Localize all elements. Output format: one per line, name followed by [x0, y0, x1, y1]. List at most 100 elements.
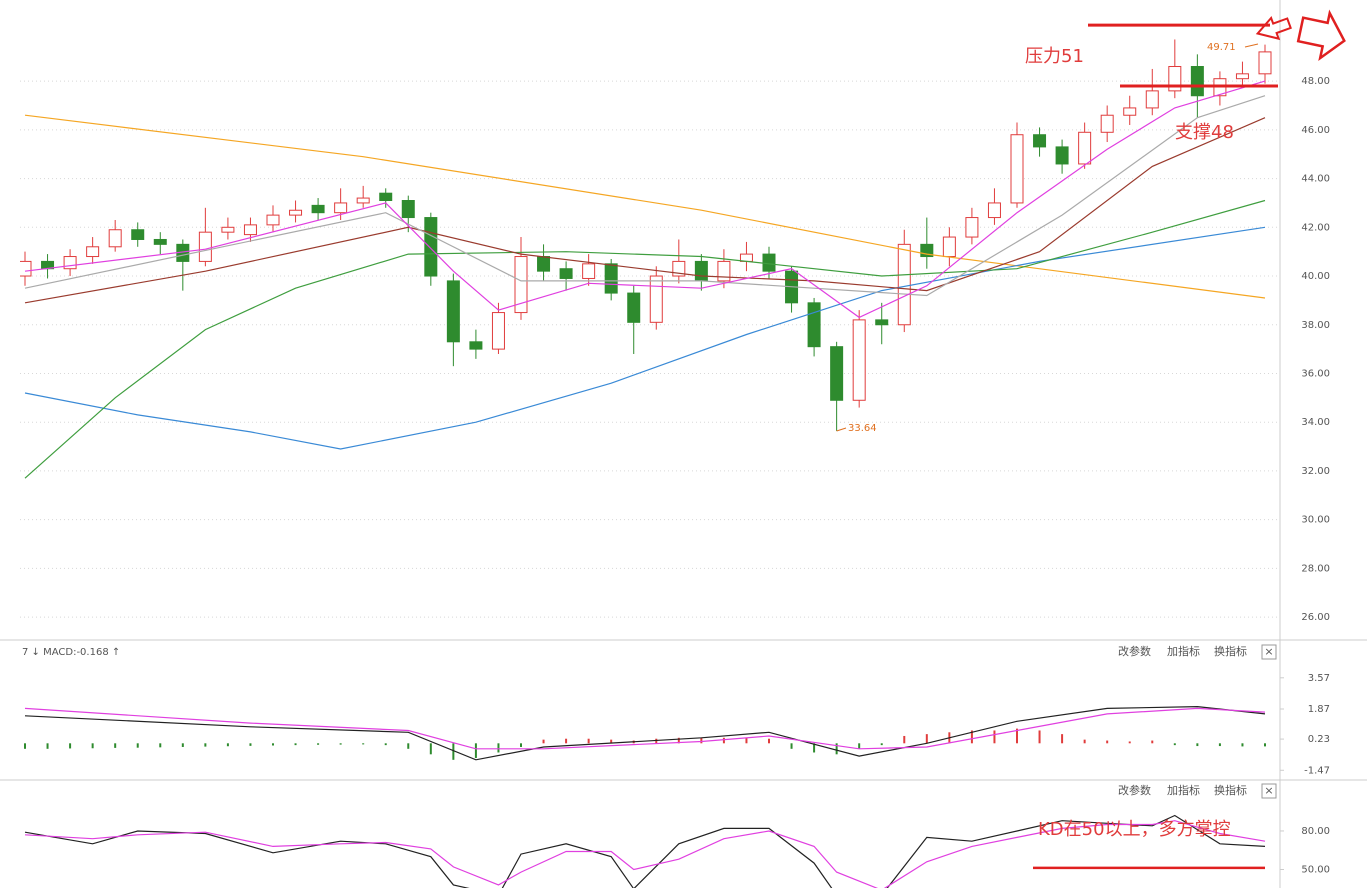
candle-body	[334, 202, 348, 214]
y-tick-label: 36.00	[1301, 368, 1330, 379]
candle-body	[491, 312, 505, 350]
pointer	[1244, 43, 1259, 48]
indicator-line	[24, 199, 1266, 479]
y-tick-label: 3.57	[1308, 673, 1330, 684]
candle-body	[537, 256, 551, 272]
candle-body	[20, 260, 32, 277]
candle-body	[942, 236, 956, 258]
indicator-line	[24, 114, 1266, 299]
candle-body	[424, 217, 438, 277]
annotation: KD在50以上，多方掌控	[1038, 819, 1231, 840]
y-tick-label: 48.00	[1301, 76, 1330, 87]
panel-button[interactable]: ×	[1264, 784, 1273, 797]
macd-title: 7 ↓ MACD:-0.168 ↑	[22, 647, 120, 658]
candle-body	[1235, 73, 1249, 80]
candle-body	[1100, 114, 1114, 133]
candle-body	[694, 260, 708, 282]
y-tick-label: 34.00	[1301, 417, 1330, 428]
candle-body	[627, 292, 641, 323]
y-tick-label: 44.00	[1301, 174, 1330, 185]
panel-button[interactable]: 加指标	[1167, 644, 1200, 658]
y-tick-label: 38.00	[1301, 320, 1330, 331]
candle-body	[875, 319, 889, 326]
pointer	[836, 427, 847, 432]
annotation: 49.71	[1207, 42, 1236, 53]
close-button-frame	[1261, 783, 1277, 799]
arrow-icon	[1255, 16, 1292, 41]
candle-body	[987, 202, 1001, 219]
candle-body	[1010, 134, 1024, 204]
plot-area	[24, 705, 1266, 761]
candle-body	[762, 253, 776, 272]
indicator-line	[24, 80, 1266, 319]
panel-button[interactable]: ×	[1264, 645, 1273, 658]
plot-area	[20, 39, 1272, 479]
candle-body	[965, 217, 979, 238]
candle-body	[311, 204, 325, 214]
annotation: 支撑48	[1175, 122, 1234, 143]
candle-body	[807, 302, 821, 348]
candle-body	[897, 243, 911, 326]
indicator-line	[24, 705, 1266, 761]
panel-button[interactable]: 换指标	[1214, 783, 1247, 797]
candle-body	[1123, 107, 1137, 116]
candle-body	[1078, 131, 1092, 165]
indicator-line	[24, 707, 1266, 750]
y-tick-label: 40.00	[1301, 271, 1330, 282]
candle-body	[514, 256, 528, 314]
candle-body	[243, 224, 257, 236]
y-tick-label: 0.23	[1308, 734, 1330, 745]
candle-body	[379, 192, 393, 202]
y-tick-label: 80.00	[1301, 826, 1330, 837]
candle-body	[1055, 146, 1069, 165]
y-tick-label: 42.00	[1301, 222, 1330, 233]
candle-body	[604, 263, 618, 294]
close-button-frame	[1261, 644, 1277, 660]
candle-body	[108, 229, 122, 248]
candle-body	[469, 341, 483, 350]
panel-button[interactable]: 改参数	[1118, 783, 1151, 797]
candle-body	[559, 268, 573, 279]
candle-body	[86, 246, 100, 258]
y-tick-label: 1.87	[1308, 704, 1330, 715]
candle-body	[153, 238, 167, 245]
candle-body	[852, 319, 866, 401]
y-tick-label: 32.00	[1301, 466, 1330, 477]
candle-body	[1190, 66, 1204, 97]
panel-button[interactable]: 加指标	[1167, 783, 1200, 797]
candle-body	[198, 231, 212, 262]
candle-body	[582, 263, 596, 279]
indicator-line	[24, 820, 1266, 888]
arrow-icon	[1296, 9, 1346, 62]
candle-body	[446, 280, 460, 343]
candle-body	[717, 260, 731, 282]
panel-button[interactable]: 换指标	[1214, 644, 1247, 658]
y-tick-label: 28.00	[1301, 563, 1330, 574]
candle-body	[739, 253, 753, 262]
plot-area	[24, 814, 1266, 888]
candle-body	[131, 229, 145, 240]
candle-body	[356, 197, 370, 204]
candle-body	[830, 346, 844, 401]
indicator-line	[24, 117, 1266, 304]
candle-body	[401, 200, 415, 219]
candle-body	[1258, 51, 1272, 75]
candle-body	[1033, 134, 1047, 148]
candle-body	[63, 256, 77, 270]
candle-body	[1145, 90, 1159, 109]
candle-body	[649, 275, 663, 323]
candle-body	[221, 226, 235, 233]
y-tick-label: 46.00	[1301, 125, 1330, 136]
annotation: 33.64	[848, 423, 877, 434]
candle-body	[289, 209, 303, 216]
indicator-line	[24, 95, 1266, 297]
panel-button[interactable]: 改参数	[1118, 644, 1151, 658]
y-tick-label: 26.00	[1301, 612, 1330, 623]
y-tick-label: 30.00	[1301, 515, 1330, 526]
annotation: 压力51	[1025, 46, 1084, 67]
y-tick-label: -1.47	[1304, 765, 1330, 776]
candle-body	[266, 214, 280, 226]
y-tick-label: 50.00	[1301, 865, 1330, 876]
